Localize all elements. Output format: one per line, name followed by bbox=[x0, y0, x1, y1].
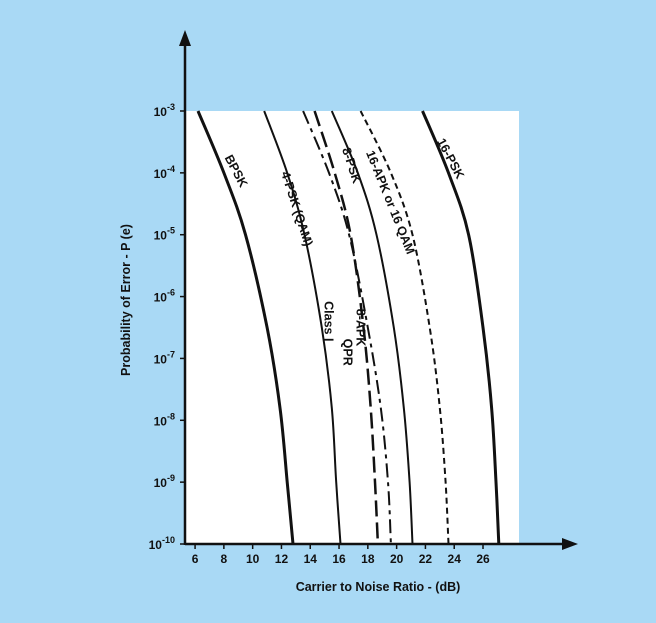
y-tick-label: 10-4 bbox=[154, 164, 175, 181]
series-line-class-i-qpr bbox=[313, 110, 380, 545]
series-line-8-psk bbox=[330, 110, 414, 545]
series-line-8-apk bbox=[302, 110, 392, 545]
series-line-bpsk bbox=[196, 110, 295, 545]
curve-label-qpr: QPR bbox=[340, 339, 354, 366]
y-tick-label: 10-6 bbox=[154, 288, 175, 305]
curve-label-class-i: Class I bbox=[322, 301, 336, 341]
x-tick-label: 16 bbox=[332, 552, 346, 566]
series-line-16-psk bbox=[421, 110, 501, 545]
x-tick-label: 26 bbox=[476, 552, 490, 566]
x-tick-label: 22 bbox=[419, 552, 433, 566]
y-tick-label: 10-5 bbox=[154, 226, 175, 243]
y-tick-label: 10-8 bbox=[154, 411, 175, 428]
x-tick-label: 12 bbox=[275, 552, 289, 566]
y-tick-label: 10-3 bbox=[154, 102, 175, 119]
x-tick-label: 18 bbox=[361, 552, 375, 566]
x-axis-arrow bbox=[562, 538, 578, 550]
series-line-16-apk-or-16-qam bbox=[359, 110, 450, 545]
x-tick-label: 6 bbox=[192, 552, 199, 566]
x-tick-label: 8 bbox=[221, 552, 228, 566]
series-layer bbox=[196, 110, 501, 545]
y-tick-label: 10-10 bbox=[149, 535, 175, 552]
x-tick-label: 10 bbox=[246, 552, 260, 566]
y-axis-title: Probability of Error - P (e) bbox=[119, 224, 133, 376]
plot-area bbox=[186, 111, 519, 544]
x-tick-label: 20 bbox=[390, 552, 404, 566]
x-tick-layer: 6 8 10 12 14 16 18 20 22 24 26 bbox=[192, 544, 490, 566]
x-tick-label: 14 bbox=[304, 552, 318, 566]
curve-label-8-apk: 8-APK bbox=[353, 309, 367, 347]
y-axis-arrow bbox=[179, 30, 191, 46]
y-tick-label: 10-9 bbox=[154, 473, 175, 490]
x-tick-label: 24 bbox=[448, 552, 462, 566]
x-axis-title: Carrier to Noise Ratio - (dB) bbox=[296, 580, 461, 594]
y-tick-layer: 10-3 10-4 10-5 10-6 10-7 10-8 10-9 10-10 bbox=[149, 102, 185, 552]
y-tick-label: 10-7 bbox=[154, 349, 175, 366]
series-line-4-psk-qam- bbox=[263, 110, 342, 545]
